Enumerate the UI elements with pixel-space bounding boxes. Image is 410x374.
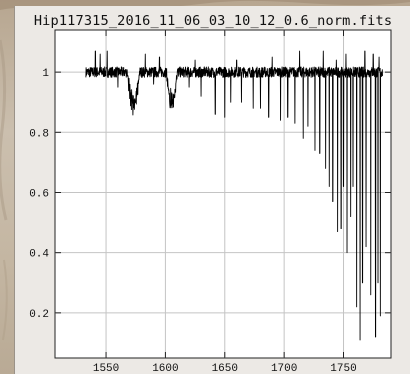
x-tick-label: 1700 xyxy=(271,363,297,374)
trace-layer xyxy=(85,50,383,341)
y-tick-label: 0.8 xyxy=(29,128,49,140)
y-tick-label: 0.4 xyxy=(29,249,49,261)
plot-window: Hip117315_2016_11_06_03_10_12_0.6_norm.f… xyxy=(14,6,410,374)
y-tick-label: 0.6 xyxy=(29,188,49,200)
spectrum-chart: 1550 1600 1650 1700 1750 0.2 0.4 0.6 0.8 1 xyxy=(29,29,392,374)
plot-area xyxy=(54,29,392,359)
axis-ticks xyxy=(55,30,391,358)
x-tick-label: 1750 xyxy=(330,363,356,374)
y-tick-label: 1 xyxy=(42,68,49,80)
x-tick-label: 1650 xyxy=(212,363,238,374)
tick-labels: 1550 1600 1650 1700 1750 0.2 0.4 0.6 0.8 1 xyxy=(29,68,357,374)
x-tick-label: 1550 xyxy=(93,363,119,374)
y-tick-label: 0.2 xyxy=(29,309,49,321)
spectrum-trace xyxy=(85,50,383,341)
x-tick-label: 1600 xyxy=(152,363,178,374)
plot-title: Hip117315_2016_11_06_03_10_12_0.6_norm.f… xyxy=(33,13,393,29)
